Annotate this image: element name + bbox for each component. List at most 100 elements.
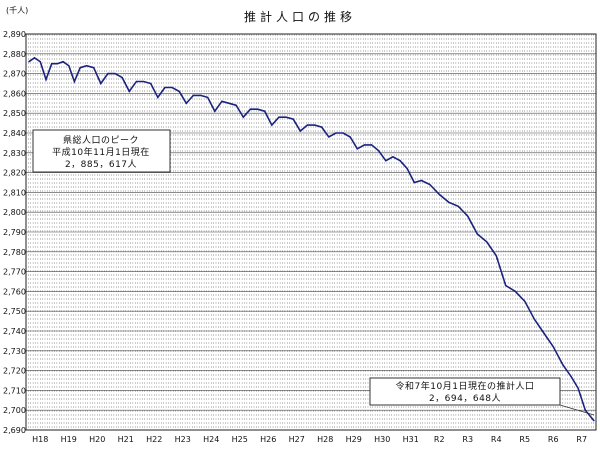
data-point (192, 94, 195, 96)
data-point (214, 110, 216, 112)
current-annotation-leader (559, 404, 595, 416)
data-point (285, 116, 287, 118)
y-tick-label: 2,730 (3, 347, 26, 356)
data-point (406, 168, 408, 170)
series-points (28, 57, 595, 422)
y-tick-label: 2,690 (3, 426, 26, 435)
y-tick-label: 2,870 (3, 70, 26, 79)
x-tick-label: H24 (203, 435, 219, 444)
data-point (570, 375, 572, 378)
y-tick-label: 2,890 (3, 30, 26, 39)
x-tick-label: H23 (175, 435, 191, 444)
x-tick-label: H22 (146, 435, 162, 444)
current-annotation-box (369, 377, 561, 406)
data-point (392, 156, 394, 158)
y-axis-ticks: 2,890 2,880 2,870 2,860 2,850 2,840 2,830 2,820… (3, 30, 26, 435)
data-point (299, 130, 301, 132)
data-point (370, 144, 373, 146)
data-point (577, 387, 579, 390)
data-point (39, 61, 41, 63)
data-point (207, 96, 209, 98)
data-point (399, 160, 401, 162)
x-tick-label: H30 (374, 435, 390, 444)
data-point (85, 65, 88, 67)
y-tick-label: 2,720 (3, 367, 26, 376)
data-point (321, 126, 323, 128)
chart-unit: (千人) (6, 5, 28, 15)
y-tick-label: 2,770 (3, 268, 26, 277)
x-tick-label: R6 (548, 435, 559, 444)
data-point (107, 73, 109, 75)
y-tick-label: 2,820 (3, 169, 26, 178)
peak-annotation-line1: 県総人口のピーク (63, 134, 139, 146)
x-tick-label: R7 (576, 435, 587, 444)
data-point (128, 90, 130, 93)
data-point (349, 136, 351, 138)
x-tick-label: H19 (61, 435, 77, 444)
data-point (164, 86, 166, 89)
data-point (457, 205, 459, 207)
x-tick-label: H29 (346, 435, 362, 444)
y-tick-label: 2,790 (3, 228, 26, 237)
data-point (271, 124, 273, 126)
x-tick-label: H20 (89, 435, 105, 444)
x-tick-label: H25 (232, 435, 248, 444)
data-point (356, 148, 358, 150)
x-tick-label: R3 (462, 435, 473, 444)
x-tick-label: H28 (317, 435, 333, 444)
data-point (73, 80, 76, 83)
y-tick-label: 2,740 (3, 327, 26, 336)
y-tick-label: 2,710 (3, 386, 26, 395)
data-point (562, 364, 564, 366)
data-point (292, 118, 294, 120)
data-point (514, 290, 516, 292)
data-point (524, 300, 526, 302)
data-point (467, 215, 469, 217)
data-point (378, 150, 380, 152)
data-point (448, 201, 450, 203)
data-point (385, 160, 387, 162)
x-tick-label: H21 (118, 435, 134, 444)
data-point (33, 57, 36, 59)
x-tick-label: R4 (491, 435, 502, 444)
data-point (533, 318, 535, 320)
data-point (505, 284, 507, 287)
data-point (420, 179, 423, 182)
data-point (593, 420, 595, 422)
x-tick-label: H31 (403, 435, 419, 444)
data-point (62, 61, 64, 63)
grid (25, 33, 597, 431)
x-tick-label: H26 (260, 435, 276, 444)
data-point (256, 108, 259, 110)
data-point (51, 63, 53, 65)
data-point (45, 78, 47, 81)
data-point (264, 110, 266, 112)
x-tick-label: H27 (289, 435, 305, 444)
data-point (100, 82, 102, 85)
x-tick-label: R2 (434, 435, 445, 444)
data-point (135, 80, 138, 83)
data-point (228, 102, 230, 104)
data-point (476, 233, 478, 235)
data-point (306, 124, 309, 126)
data-point (178, 90, 180, 93)
plot-frame (25, 33, 597, 431)
chart-title: 推計人口の推移 (244, 9, 356, 24)
y-tick-label: 2,700 (3, 406, 26, 415)
data-point (495, 255, 497, 257)
peak-annotation-box (32, 129, 171, 173)
data-point (150, 82, 152, 85)
data-point (171, 86, 173, 89)
data-point (543, 332, 545, 334)
x-tick-label: R5 (519, 435, 530, 444)
data-point (157, 96, 159, 98)
data-point (28, 61, 30, 63)
y-tick-label: 2,850 (3, 109, 26, 118)
y-tick-label: 2,840 (3, 129, 26, 138)
data-point (68, 65, 70, 67)
y-tick-label: 2,810 (3, 188, 26, 197)
data-point (242, 116, 244, 118)
y-tick-label: 2,750 (3, 307, 26, 316)
